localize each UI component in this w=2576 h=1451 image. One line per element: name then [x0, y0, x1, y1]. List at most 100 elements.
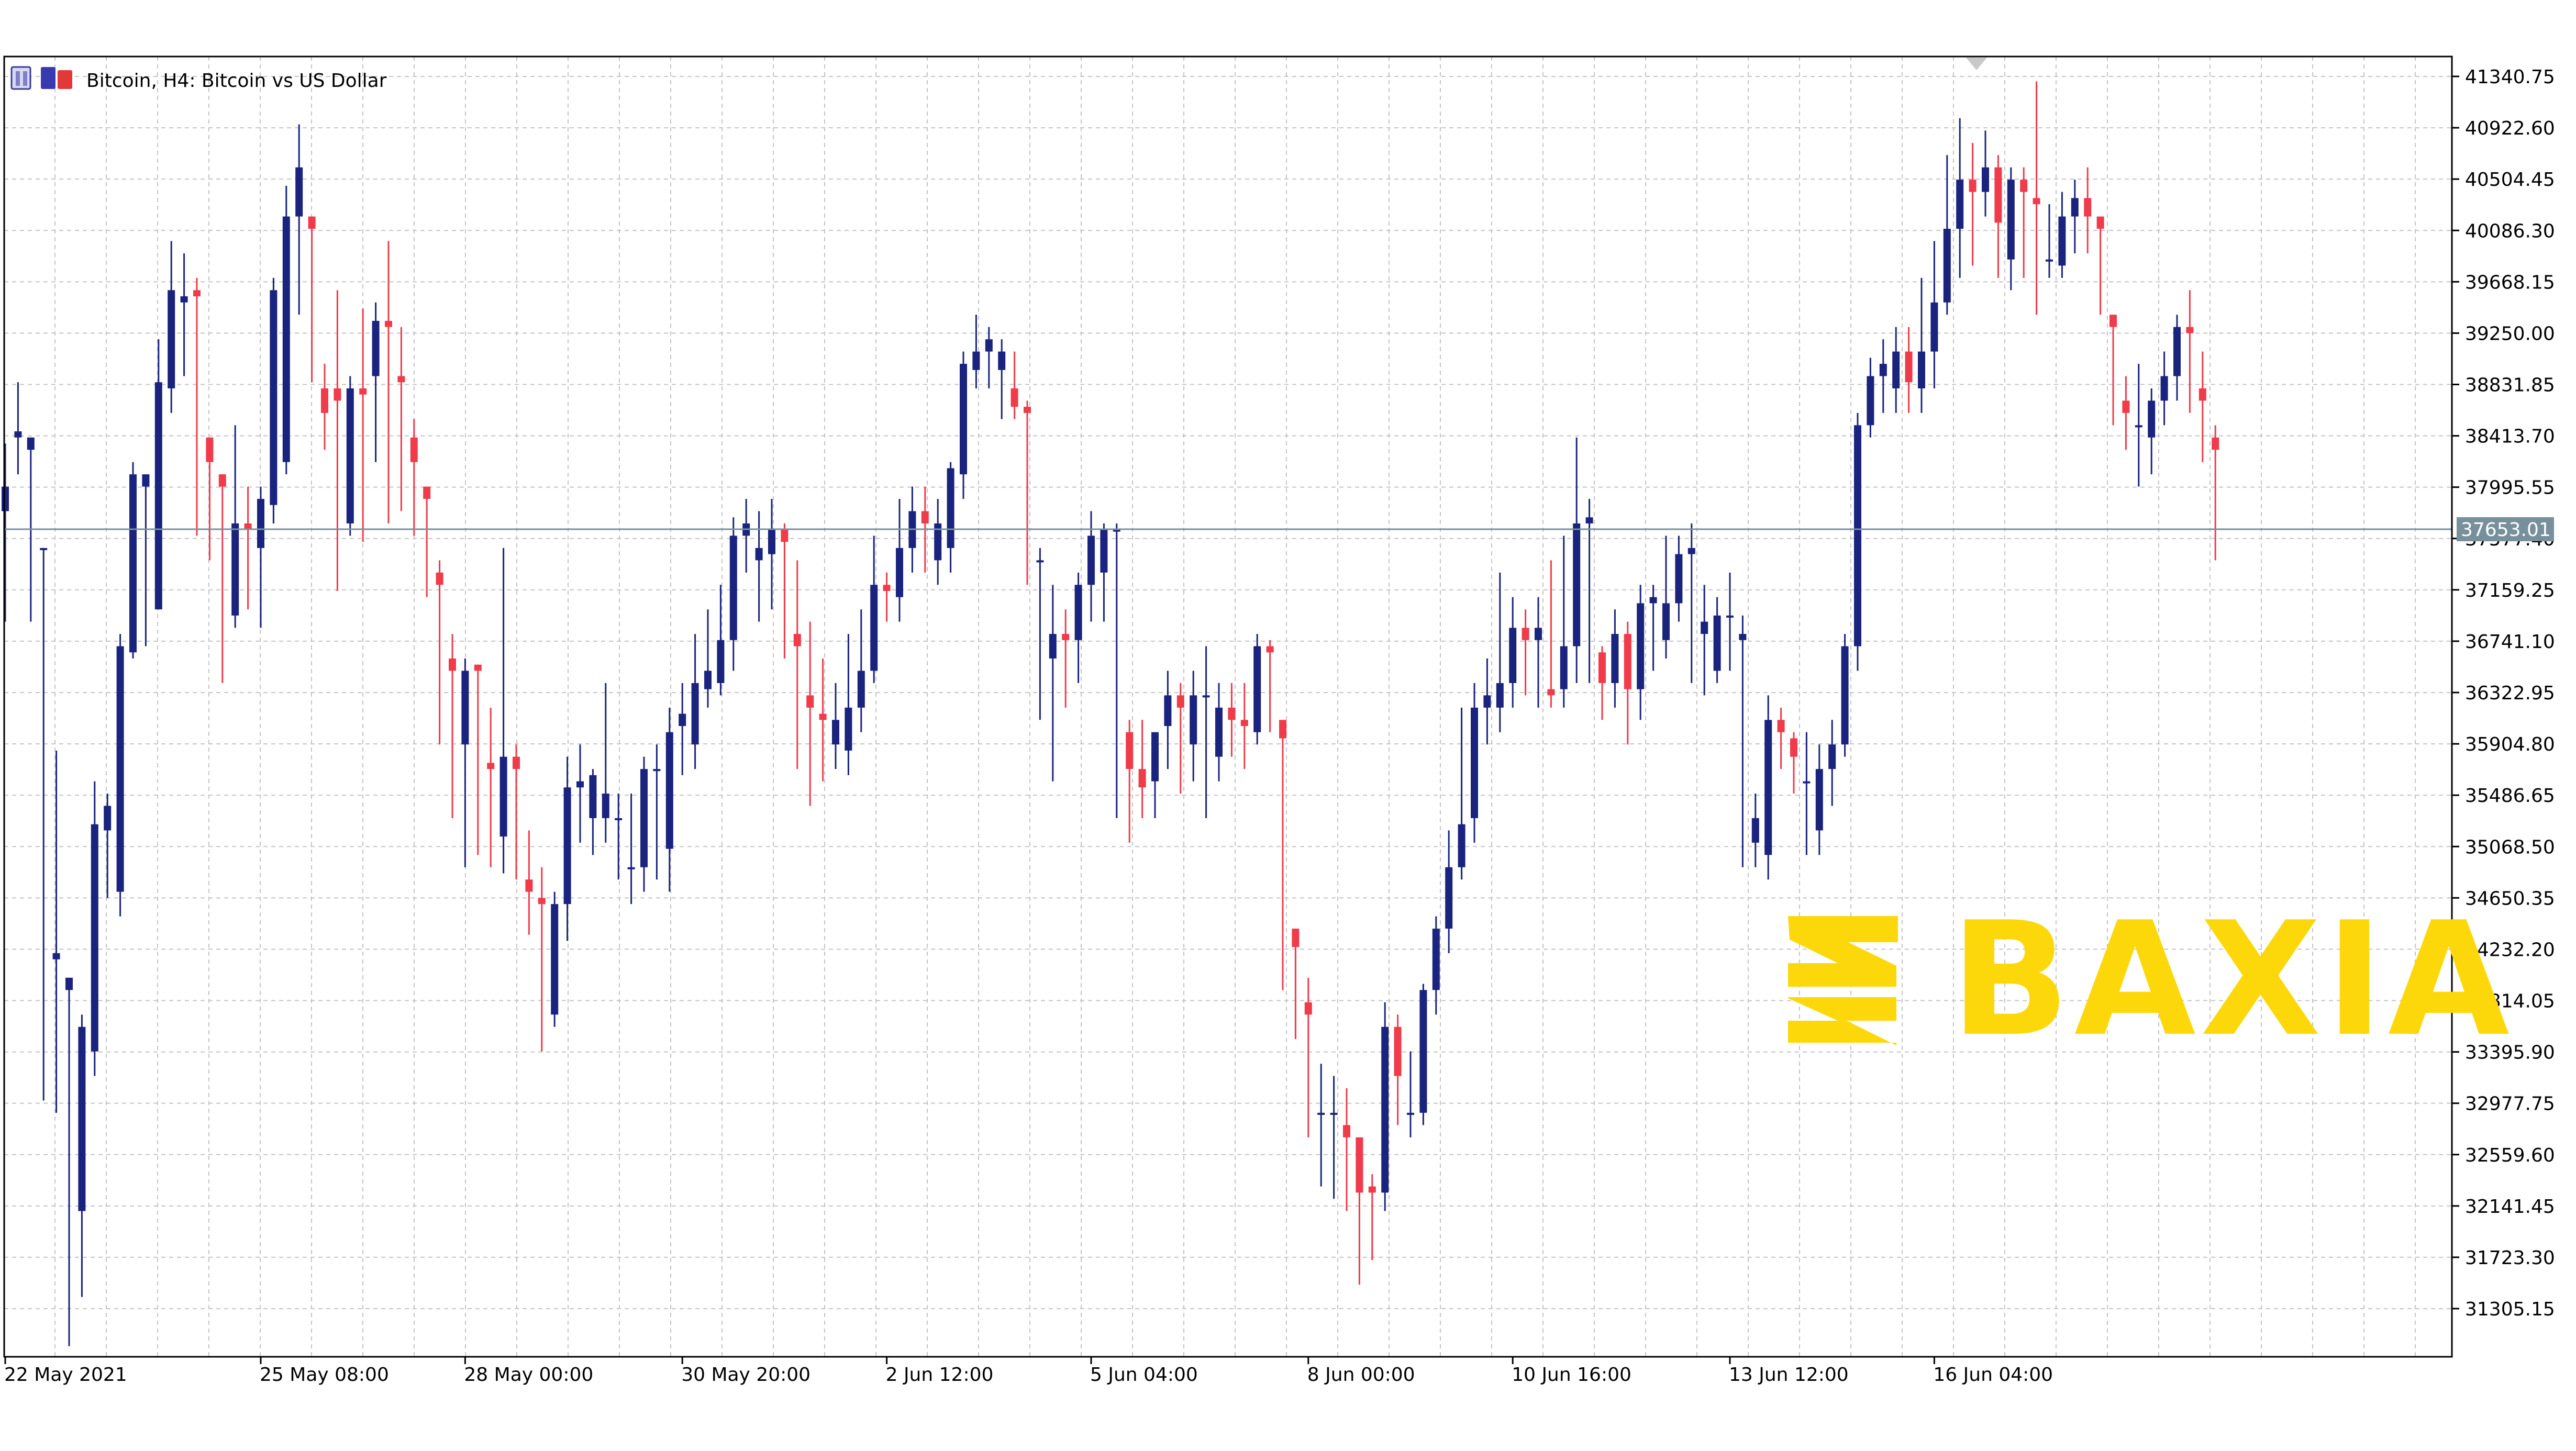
candle-body — [768, 529, 775, 554]
candle — [883, 572, 891, 622]
candle — [257, 486, 264, 628]
baxia-logo-icon — [1788, 916, 1898, 1045]
candle — [1828, 720, 1836, 806]
candle — [602, 683, 609, 843]
candle-body — [985, 339, 993, 352]
candle — [781, 523, 789, 659]
candle-body — [1126, 732, 1134, 769]
candle — [1841, 634, 1849, 757]
candle-body — [2212, 437, 2219, 450]
candle-body — [1687, 548, 1695, 554]
candle-body — [1956, 180, 1964, 229]
candle — [1777, 707, 1785, 769]
candle — [896, 499, 903, 622]
candle — [563, 756, 571, 941]
candle-body — [14, 431, 22, 438]
candle — [2135, 364, 2142, 487]
candle — [717, 585, 725, 696]
y-tick-label: 38413.70 — [2465, 426, 2555, 448]
candle — [180, 253, 188, 376]
candle — [449, 634, 456, 818]
chart-type-icon[interactable] — [10, 66, 72, 90]
candle-body — [359, 388, 367, 395]
candle — [244, 486, 252, 610]
candle — [52, 750, 60, 1113]
candle-body — [129, 474, 137, 653]
candle — [768, 499, 775, 610]
candle-body — [1713, 615, 1721, 671]
candle-body — [474, 664, 482, 671]
candle — [589, 769, 597, 855]
y-tick-label: 32141.45 — [2465, 1196, 2555, 1218]
candle-body — [180, 296, 188, 303]
candle-body — [857, 671, 865, 708]
candle — [1432, 916, 1440, 1015]
y-tick-label: 32559.60 — [2465, 1145, 2555, 1166]
candle — [1560, 535, 1568, 708]
candle — [1100, 523, 1108, 622]
candle — [2148, 388, 2156, 475]
candle — [1956, 118, 1964, 278]
candle-body — [627, 867, 635, 869]
candle — [474, 664, 482, 855]
candle — [1892, 327, 1900, 413]
candle — [142, 474, 150, 646]
candle — [832, 683, 839, 769]
candle — [1126, 720, 1134, 843]
candle-body — [499, 756, 507, 837]
y-tick-label: 35904.80 — [2465, 734, 2555, 755]
candle — [385, 241, 392, 523]
candle — [2033, 81, 2040, 315]
candle — [857, 609, 865, 732]
candle-body — [870, 585, 878, 671]
y-axis: 41340.75 40922.60 40504.45 40086.30 39668.15… — [2452, 66, 2555, 1320]
candle-body — [52, 953, 60, 959]
candle-body — [1394, 1026, 1402, 1076]
candle-body — [1918, 351, 1925, 388]
candle — [1483, 658, 1491, 745]
x-tick-label: 16 Jun 04:00 — [1933, 1364, 2053, 1386]
y-tick-label: 32977.75 — [2465, 1093, 2555, 1115]
current-price-text: 37653.01 — [2461, 519, 2551, 541]
candle-body — [436, 572, 443, 585]
candle-body — [589, 775, 597, 818]
candle-body — [1164, 695, 1172, 727]
current-price-badge: 37653.01 — [2457, 517, 2554, 542]
candle — [1496, 572, 1504, 732]
candle-body — [1509, 628, 1517, 683]
candle — [1637, 585, 1645, 720]
x-tick-label: 2 Jun 12:00 — [886, 1364, 994, 1386]
candle — [1202, 646, 1210, 818]
candle-body — [1841, 646, 1849, 745]
candle-body — [1764, 720, 1772, 855]
baxia-logo: BAXIA — [1788, 888, 2514, 1071]
candle-body — [1739, 634, 1747, 640]
candle — [947, 462, 954, 573]
candle — [1049, 585, 1057, 782]
candle-body — [1675, 554, 1683, 604]
candle-body — [257, 499, 264, 548]
candle-body — [1445, 867, 1453, 929]
candle — [1279, 720, 1286, 990]
candle — [1368, 1174, 1376, 1260]
candle — [1573, 437, 1581, 683]
candle-body — [2007, 180, 2015, 260]
candle — [1292, 929, 1300, 1040]
baxia-logo-text: BAXIA — [1950, 888, 2514, 1071]
candle — [1547, 560, 1555, 708]
candle-body — [781, 529, 789, 542]
chart-shift-marker[interactable] — [1966, 58, 1987, 70]
candle — [1445, 830, 1453, 953]
candle-body — [1994, 167, 2002, 223]
y-tick-label: 34650.35 — [2465, 888, 2555, 909]
candle — [1036, 548, 1044, 720]
candle-body — [461, 671, 469, 745]
candle — [499, 548, 507, 874]
candle — [270, 277, 277, 523]
candle — [14, 382, 22, 475]
candle-body — [1879, 364, 1887, 376]
candle-body — [1279, 720, 1286, 739]
candle-body — [793, 634, 801, 646]
candle-body — [1176, 695, 1184, 708]
